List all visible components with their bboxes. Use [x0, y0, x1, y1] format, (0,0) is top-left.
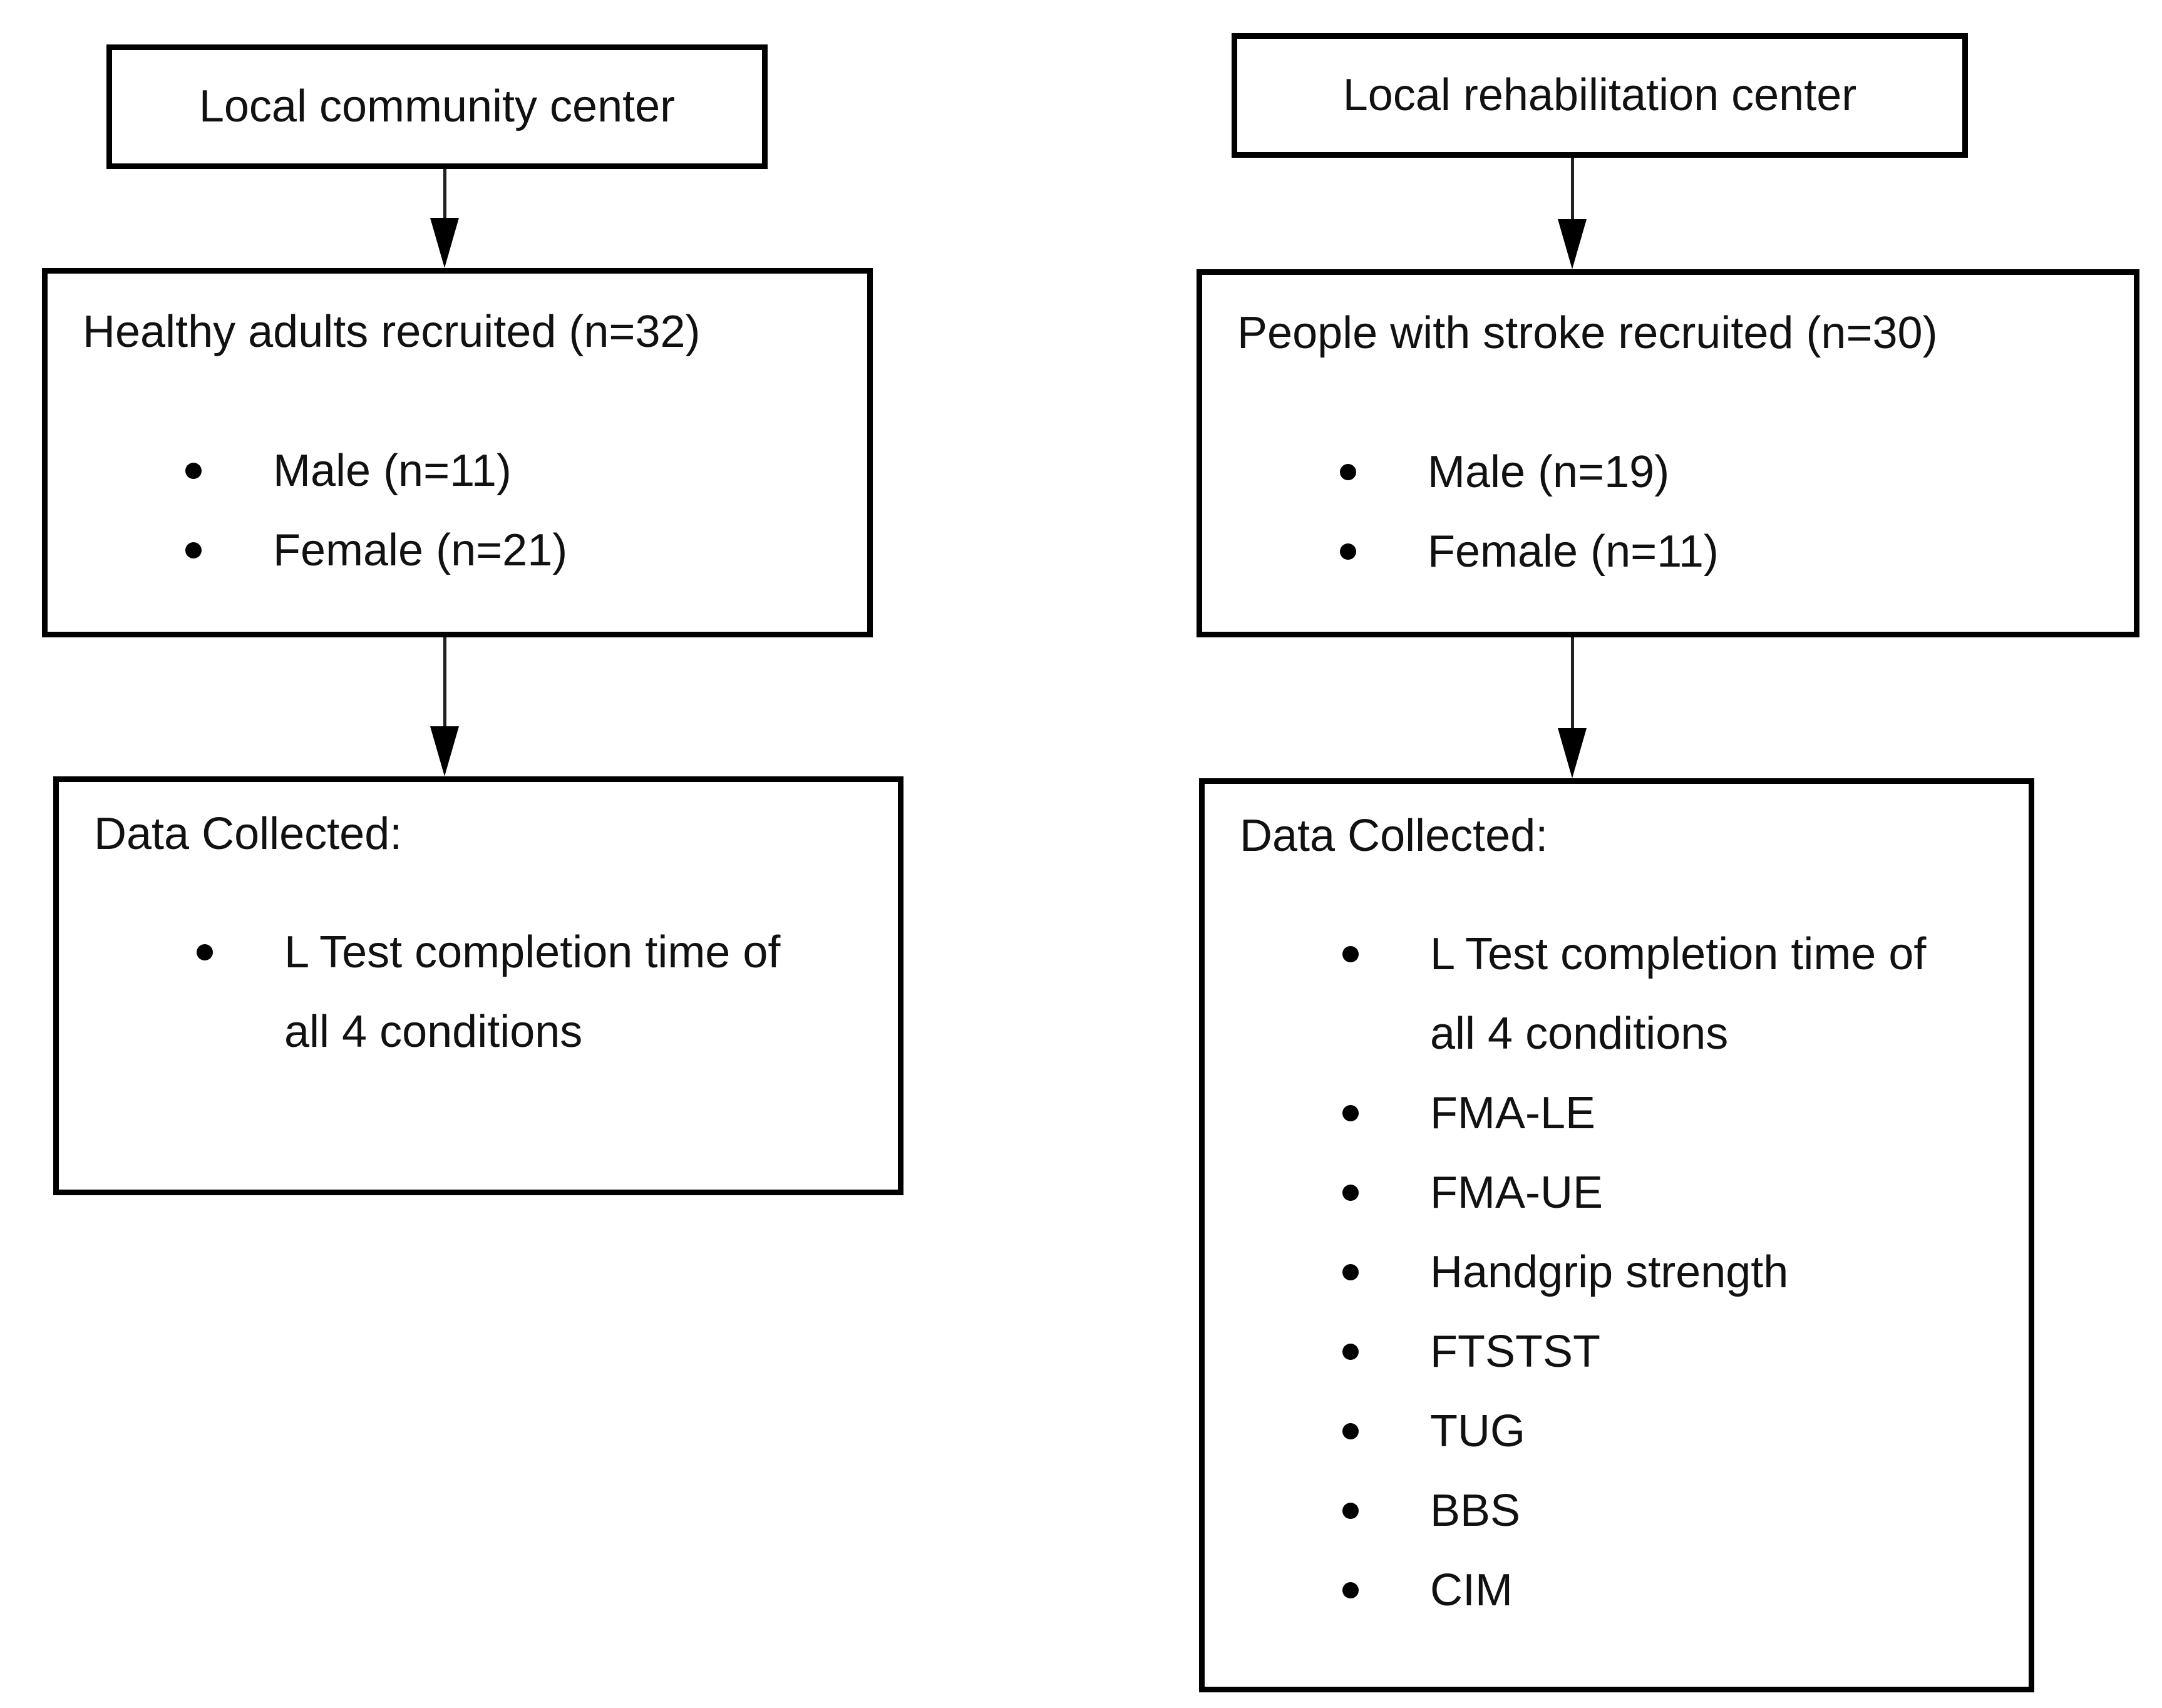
arrow-down-icon [1558, 158, 1587, 269]
bullet-icon [197, 944, 213, 960]
list-item: Female (n=21) [83, 511, 842, 590]
left-recruitment-box: Healthy adults recruited (n=32) Male (n=… [42, 268, 873, 637]
right-data-bullet-cim: CIM [1430, 1565, 1513, 1615]
arrow-down-icon [430, 169, 459, 268]
list-item: TUG [1240, 1392, 2004, 1471]
bullet-icon [1342, 1582, 1359, 1598]
right-data-bullet-ltest: L Test completion time of all 4 conditio… [1430, 929, 1927, 1059]
bullet-icon [1340, 543, 1356, 560]
bullet-icon [185, 463, 202, 479]
right-data-bullet-fma-le: FMA-LE [1430, 1088, 1596, 1138]
list-item: FMA-UE [1240, 1153, 2004, 1233]
bullet-icon [1340, 464, 1356, 480]
arrow-down-icon [1558, 637, 1587, 778]
list-item: L Test completion time of all 4 conditio… [1240, 915, 2004, 1074]
right-source-title: Local rehabilitation center [1342, 70, 1857, 120]
right-recruitment-title: People with stroke recruited (n=30) [1237, 308, 1938, 358]
left-recruitment-title: Healthy adults recruited (n=32) [83, 307, 701, 357]
left-data-collected-bullet-list: L Test completion time of all 4 conditio… [94, 913, 873, 1072]
arrow-line [1570, 158, 1574, 219]
list-item: BBS [1240, 1471, 2004, 1551]
left-source-box: Local community center [106, 44, 768, 169]
arrow-down-icon [430, 637, 459, 776]
list-item: Male (n=19) [1237, 433, 2109, 512]
bullet-icon [1342, 1185, 1359, 1201]
right-recruitment-bullet-female: Female (n=11) [1428, 527, 1719, 577]
bullet-icon [1342, 1503, 1359, 1519]
bullet-icon [1342, 1105, 1359, 1121]
right-recruitment-bullet-male: Male (n=19) [1428, 447, 1670, 497]
right-data-bullet-bbs: BBS [1430, 1486, 1521, 1536]
left-source-title: Local community center [198, 81, 676, 131]
bullet-icon [185, 542, 202, 558]
right-source-box: Local rehabilitation center [1232, 33, 1968, 158]
bullet-icon [1342, 946, 1359, 962]
right-recruitment-bullet-list: Male (n=19) Female (n=11) [1237, 433, 2109, 592]
left-recruitment-bullet-male: Male (n=11) [273, 446, 512, 496]
arrow-head [1558, 219, 1587, 269]
right-data-collected-bullet-list: L Test completion time of all 4 conditio… [1240, 915, 2004, 1630]
right-data-bullet-ftstst: FTSTST [1430, 1327, 1600, 1377]
bullet-icon [1342, 1423, 1359, 1439]
left-data-collected-title: Data Collected: [94, 809, 403, 859]
right-data-collected-title: Data Collected: [1240, 811, 1548, 861]
list-item: CIM [1240, 1551, 2004, 1630]
right-data-bullet-fma-ue: FMA-UE [1430, 1168, 1603, 1218]
list-item: Female (n=11) [1237, 512, 2109, 592]
list-item: L Test completion time of all 4 conditio… [94, 913, 873, 1072]
left-data-collected-box: Data Collected: L Test completion time o… [53, 776, 903, 1195]
arrow-line [1570, 637, 1574, 728]
list-item: Handgrip strength [1240, 1233, 2004, 1312]
right-data-bullet-handgrip: Handgrip strength [1430, 1247, 1789, 1297]
list-item: Male (n=11) [83, 431, 842, 511]
bullet-icon [1342, 1264, 1359, 1280]
right-data-collected-box: Data Collected: L Test completion time o… [1199, 778, 2034, 1692]
arrow-line [443, 169, 446, 218]
right-recruitment-box: People with stroke recruited (n=30) Male… [1197, 269, 2139, 637]
left-recruitment-bullet-female: Female (n=21) [273, 525, 568, 575]
arrow-head [430, 726, 459, 776]
bullet-icon [1342, 1344, 1359, 1360]
right-data-bullet-tug: TUG [1430, 1406, 1525, 1456]
arrow-line [443, 637, 446, 726]
arrow-head [430, 218, 459, 268]
left-recruitment-bullet-list: Male (n=11) Female (n=21) [83, 431, 842, 590]
list-item: FTSTST [1240, 1312, 2004, 1392]
list-item: FMA-LE [1240, 1074, 2004, 1153]
left-data-bullet-ltest: L Test completion time of all 4 conditio… [284, 927, 781, 1057]
arrow-head [1558, 728, 1587, 778]
